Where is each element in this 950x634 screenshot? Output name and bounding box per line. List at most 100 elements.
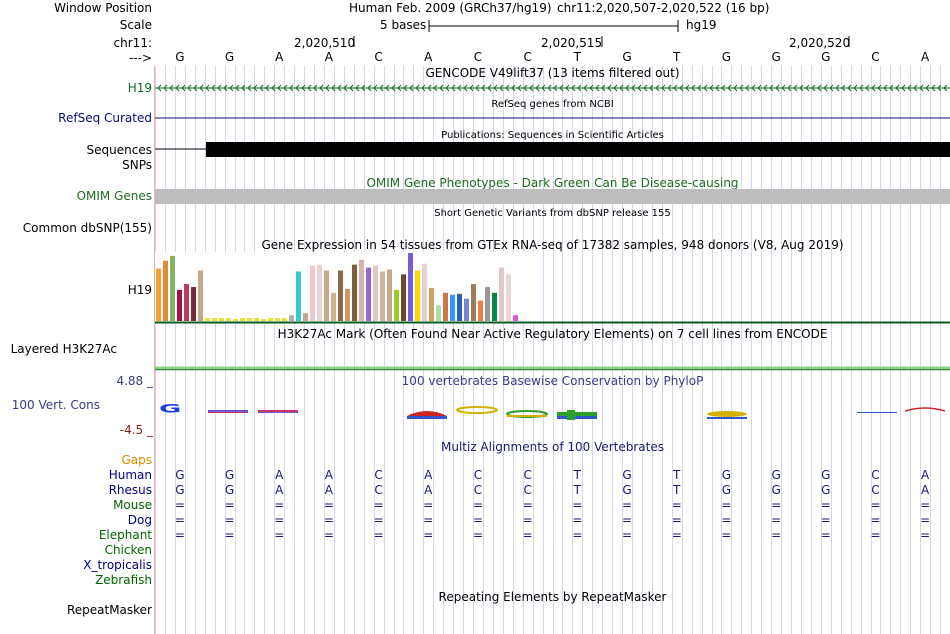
gtex-tissue-bar[interactable]	[275, 318, 280, 321]
gtex-tissue-bar[interactable]	[219, 318, 224, 321]
multiz-species-dog[interactable]: Dog	[127, 513, 152, 527]
position-text[interactable]: chr11:2,020,507-2,020,522 (16 bp)	[557, 1, 770, 15]
multiz-species-human[interactable]: Human	[108, 468, 152, 482]
gtex-tissue-bar[interactable]	[408, 253, 413, 321]
multiz-species-zebrafish[interactable]: Zebrafish	[95, 573, 152, 587]
gtex-tissue-bar[interactable]	[436, 305, 441, 321]
window-position-label: Window Position	[54, 1, 152, 15]
gtex-tissue-bar[interactable]	[268, 318, 273, 321]
gtex-tissue-bar[interactable]	[338, 270, 343, 321]
gtex-tissue-bar[interactable]	[380, 271, 385, 321]
multiz-species-mouse[interactable]: Mouse	[113, 498, 152, 512]
gtex-tissue-bar[interactable]	[429, 287, 434, 321]
gtex-tissue-bar[interactable]	[513, 315, 518, 321]
strand-arrow	[535, 84, 540, 92]
refseq-label[interactable]: RefSeq Curated	[58, 111, 152, 125]
gtex-tissue-bar[interactable]	[198, 270, 203, 321]
gtex-tissue-bar[interactable]	[457, 293, 462, 321]
conservation-title[interactable]: 100 vertebrates Basewise Conservation by…	[401, 374, 704, 388]
gtex-tissue-bar[interactable]	[450, 294, 455, 321]
gtex-tissue-bar[interactable]	[443, 292, 448, 321]
multiz-species-rhesus[interactable]: Rhesus	[108, 483, 152, 497]
gtex-tissue-bar[interactable]	[359, 259, 364, 321]
gtex-tissue-bar[interactable]	[233, 319, 238, 321]
gencode-title[interactable]: GENCODE V49lift37 (13 items filtered out…	[425, 66, 680, 80]
gtex-tissue-bar[interactable]	[205, 318, 210, 321]
multiz-species-gaps[interactable]: Gaps	[121, 453, 152, 467]
gtex-tissue-bar[interactable]	[401, 274, 406, 321]
gtex-tissue-bar[interactable]	[422, 263, 427, 321]
gencode-label[interactable]: H19	[127, 81, 152, 95]
strand-arrow	[487, 84, 492, 92]
gtex-tissue-bar[interactable]	[331, 292, 336, 321]
gtex-tissue-bar[interactable]	[191, 287, 196, 321]
strand-arrow	[523, 84, 528, 92]
gtex-tissue-bar[interactable]	[394, 289, 399, 321]
gtex-tissue-bar[interactable]	[303, 313, 308, 321]
gtex-tissue-bar[interactable]	[387, 269, 392, 321]
gtex-tissue-bar[interactable]	[184, 284, 189, 321]
repeatmasker-label[interactable]: RepeatMasker	[66, 603, 152, 617]
multiz-species-elephant[interactable]: Elephant	[98, 528, 152, 542]
refseq-title[interactable]: RefSeq genes from NCBI	[491, 99, 614, 110]
dbsnp-title[interactable]: Short Genetic Variants from dbSNP releas…	[434, 208, 671, 219]
conservation-label[interactable]: 100 Vert. Cons	[11, 398, 100, 412]
gtex-tissue-bar[interactable]	[296, 271, 301, 321]
gtex-tissue-bar[interactable]	[464, 298, 469, 321]
gtex-tissue-bar[interactable]	[261, 319, 266, 321]
refseq-gene[interactable]	[155, 112, 950, 124]
gtex-label[interactable]: H19	[127, 283, 152, 297]
omim-title[interactable]: OMIM Gene Phenotypes - Dark Green Can Be…	[366, 176, 739, 190]
assembly-text[interactable]: Human Feb. 2009 (GRCh37/hg19)	[349, 1, 552, 15]
publication-feature[interactable]	[155, 141, 950, 159]
gtex-tissue-bar[interactable]	[177, 289, 182, 321]
h3k27ac-label[interactable]: Layered H3K27Ac	[10, 342, 117, 356]
strand-arrow	[745, 84, 750, 92]
gtex-tissue-bar[interactable]	[156, 268, 161, 321]
gtex-bar-chart[interactable]	[155, 252, 950, 326]
gtex-tissue-bar[interactable]	[415, 270, 420, 321]
gtex-tissue-bar[interactable]	[345, 288, 350, 321]
h3k27ac-signal[interactable]	[155, 366, 950, 372]
gtex-tissue-bar[interactable]	[324, 270, 329, 321]
publications-title[interactable]: Publications: Sequences in Scientific Ar…	[441, 130, 664, 141]
gtex-tissue-bar[interactable]	[226, 318, 231, 321]
gencode-gene-h19[interactable]	[155, 82, 950, 94]
gtex-tissue-bar[interactable]	[373, 265, 378, 321]
dbsnp-label[interactable]: Common dbSNP(155)	[22, 221, 152, 235]
repeatmasker-title[interactable]: Repeating Elements by RepeatMasker	[438, 590, 667, 604]
gtex-tissue-bar[interactable]	[485, 287, 490, 321]
gtex-tissue-bar[interactable]	[310, 265, 315, 321]
gtex-tissue-bar[interactable]	[366, 267, 371, 321]
gtex-tissue-bar[interactable]	[492, 292, 497, 321]
gtex-tissue-bar[interactable]	[240, 318, 245, 321]
gtex-tissue-bar[interactable]	[254, 318, 259, 321]
omim-label[interactable]: OMIM Genes	[76, 189, 152, 203]
gtex-tissue-bar[interactable]	[352, 264, 357, 321]
gtex-tissue-bar[interactable]	[212, 318, 217, 321]
multiz-species-x_tropicalis[interactable]: X_tropicalis	[83, 558, 152, 572]
multiz-title[interactable]: Multiz Alignments of 100 Vertebrates	[440, 440, 665, 454]
multiz-species-chicken[interactable]: Chicken	[104, 543, 152, 557]
strand-arrow	[319, 84, 324, 92]
gtex-tissue-bar[interactable]	[317, 264, 322, 321]
multiz-cell: G	[175, 468, 185, 482]
gtex-title[interactable]: Gene Expression in 54 tissues from GTEx …	[261, 238, 844, 252]
gtex-tissue-bar[interactable]	[506, 274, 511, 321]
gtex-tissue-bar[interactable]	[163, 260, 168, 321]
base-7: C	[473, 50, 483, 64]
gtex-tissue-bar[interactable]	[282, 318, 287, 321]
publications-label-sequences[interactable]: Sequences	[86, 143, 152, 157]
h3k27ac-title[interactable]: H3K27Ac Mark (Often Found Near Active Re…	[277, 327, 828, 341]
gtex-tissue-bar[interactable]	[289, 315, 294, 321]
gtex-tissue-bar[interactable]	[247, 318, 252, 321]
strand-arrow	[445, 84, 450, 92]
gtex-tissue-bar[interactable]	[471, 284, 476, 321]
gtex-tissue-bar[interactable]	[170, 255, 175, 321]
gtex-tissue-bar[interactable]	[499, 267, 504, 321]
gtex-tissue-bar[interactable]	[478, 300, 483, 321]
strand-arrow	[925, 84, 930, 92]
publications-label-snps[interactable]: SNPs	[122, 158, 152, 172]
conservation-logo[interactable]: G	[155, 398, 950, 424]
omim-feature[interactable]	[155, 189, 950, 204]
